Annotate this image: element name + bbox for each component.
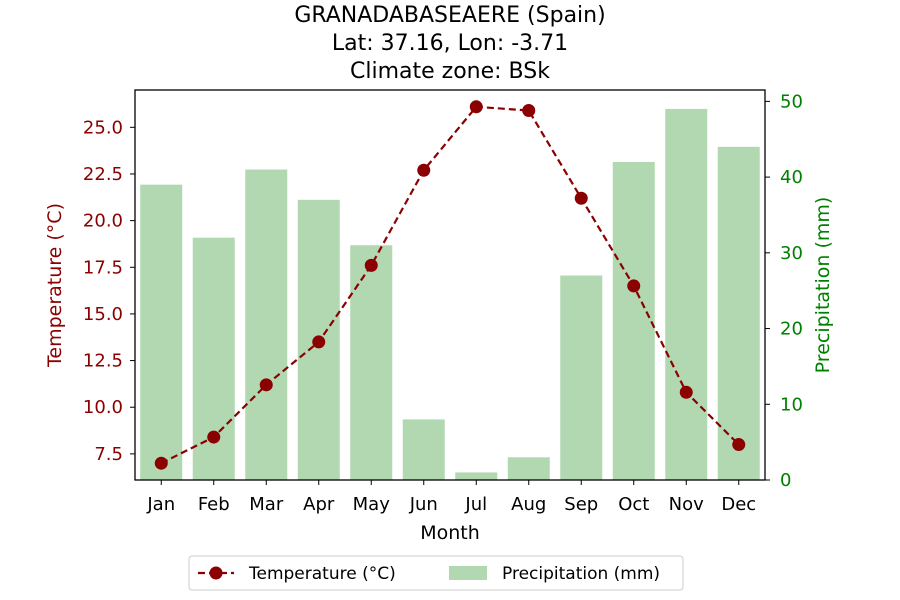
legend-box [188, 555, 684, 591]
precipitation-bar-jul [455, 472, 498, 480]
x-tick-label-apr: Apr [303, 494, 335, 515]
chart-title-line-coordinates: Lat: 37.16, Lon: -3.71 [332, 31, 568, 56]
precipitation-bar-feb [192, 237, 235, 480]
chart-title: GRANADABASEAERE (Spain) Lat: 37.16, Lon:… [294, 3, 605, 84]
temperature-tick-label-10.0: 10.0 [83, 397, 123, 418]
temperature-tick-label-12.5: 12.5 [83, 351, 123, 372]
x-tick-label-dec: Dec [721, 494, 756, 515]
temperature-point-jul [469, 100, 483, 114]
x-tick-label-nov: Nov [669, 494, 704, 515]
temperature-tick-label-17.5: 17.5 [83, 257, 123, 278]
legend-precipitation-label: Precipitation (mm) [502, 564, 660, 584]
temperature-point-jun [417, 163, 431, 177]
temperature-point-jan [154, 456, 168, 470]
precipitation-tick-label-0: 0 [780, 470, 791, 491]
x-tick-label-jan: Jan [146, 494, 175, 515]
x-tick-label-feb: Feb [198, 494, 230, 515]
temperature-point-sep [574, 191, 588, 205]
temperature-point-oct [627, 279, 641, 293]
precipitation-bars [140, 108, 760, 480]
x-tick-label-oct: Oct [618, 494, 649, 515]
temperature-point-apr [312, 335, 326, 349]
precipitation-bar-sep [560, 275, 603, 480]
x-tick-label-may: May [353, 494, 391, 515]
precipitation-bar-aug [507, 457, 550, 480]
precipitation-bar-jun [402, 419, 445, 480]
chart-title-line-station: GRANADABASEAERE (Spain) [294, 3, 605, 28]
precipitation-bar-nov [665, 108, 708, 480]
temperature-tick-label-15.0: 15.0 [83, 304, 123, 325]
temperature-tick-label-20.0: 20.0 [83, 211, 123, 232]
temperature-point-may [364, 258, 378, 272]
x-tick-label-jun: Jun [409, 494, 438, 515]
temperature-tick-label-7.5: 7.5 [94, 444, 123, 465]
precipitation-tick-label-50: 50 [780, 91, 803, 112]
legend-temperature-marker [209, 566, 223, 580]
precipitation-bar-jan [140, 184, 183, 480]
temperature-point-feb [207, 430, 221, 444]
temperature-point-nov [679, 385, 693, 399]
precipitation-axis-label: Precipitation (mm) [812, 197, 834, 374]
temperature-point-aug [522, 104, 536, 118]
x-tick-label-aug: Aug [511, 494, 546, 515]
x-tick-label-mar: Mar [249, 494, 284, 515]
legend-temperature-label: Temperature (°C) [248, 564, 396, 584]
precipitation-bar-mar [245, 169, 288, 480]
precipitation-bar-may [350, 245, 393, 480]
precipitation-bar-oct [612, 161, 655, 480]
precipitation-tick-label-30: 30 [780, 243, 803, 264]
precipitation-tick-label-40: 40 [780, 167, 803, 188]
temperature-line [160, 105, 740, 465]
precipitation-axis: 0 10 20 30 40 50 [765, 91, 803, 491]
temperature-point-dec [732, 438, 746, 452]
precipitation-bar-dec [717, 146, 760, 480]
chart-title-line-climate-zone: Climate zone: BSk [350, 59, 550, 84]
legend: Temperature (°C) Precipitation (mm) [188, 555, 684, 591]
temperature-axis-label: Temperature (°C) [44, 203, 66, 368]
x-tick-label-jul: Jul [464, 494, 487, 515]
plot-area-frame [134, 89, 766, 481]
temperature-axis: 7.5 10.0 12.5 15.0 17.5 20.0 22.5 25.0 [83, 117, 135, 465]
temperature-line-layer [154, 100, 746, 470]
legend-precipitation-swatch [449, 566, 487, 580]
temperature-point-mar [259, 378, 273, 392]
precipitation-tick-label-10: 10 [780, 394, 803, 415]
temperature-tick-label-25.0: 25.0 [83, 117, 123, 138]
precipitation-tick-label-20: 20 [780, 319, 803, 340]
x-axis: Jan Feb Mar Apr May Jun Jul Aug Sep Oct Nov Dec [146, 480, 756, 515]
temperature-tick-label-22.5: 22.5 [83, 164, 123, 185]
x-tick-label-sep: Sep [564, 494, 598, 515]
x-axis-label: Month [420, 522, 480, 544]
